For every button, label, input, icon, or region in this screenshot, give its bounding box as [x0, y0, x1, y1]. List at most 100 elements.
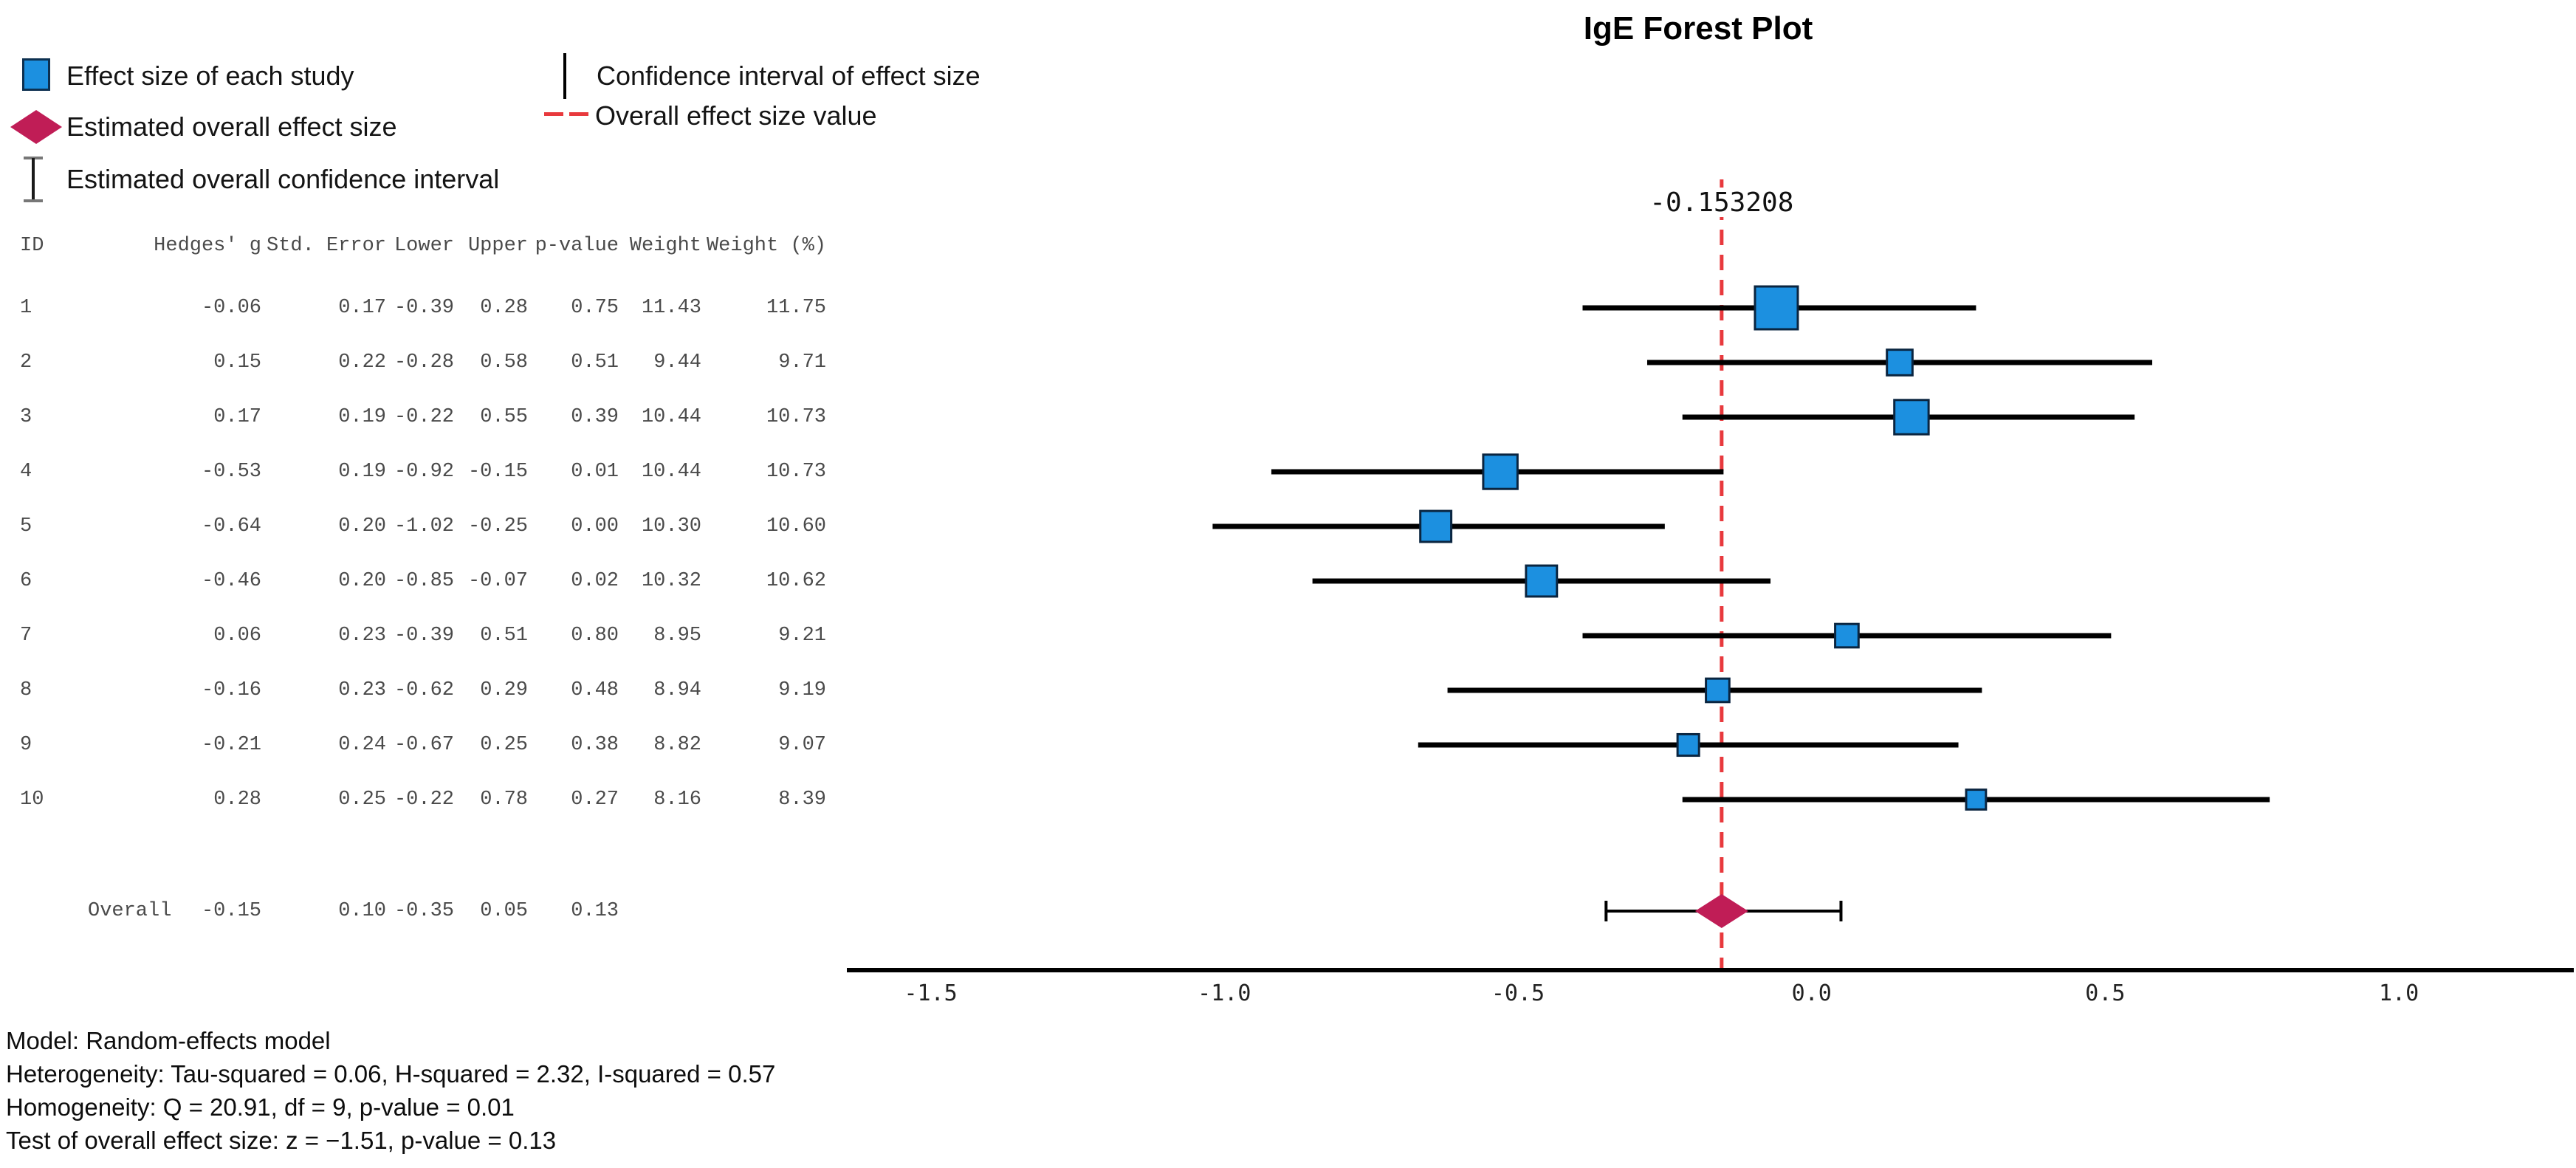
overall-diamond-icon — [10, 110, 62, 144]
table-cell: 0.48 — [571, 679, 619, 701]
overall-ci-icon — [22, 157, 44, 202]
table-cell: 0.06 — [213, 625, 261, 647]
table-cell: 8.39 — [778, 789, 826, 811]
table-cell: 8.16 — [653, 789, 701, 811]
study-marker — [1965, 789, 1988, 811]
table-cell: -0.07 — [467, 570, 528, 592]
table-cell: 0.75 — [571, 297, 619, 319]
table-cell: 3 — [20, 406, 32, 428]
table-cell: -0.06 — [201, 297, 261, 319]
table-cell: 4 — [20, 461, 32, 483]
table-header-cell: Upper — [467, 235, 528, 257]
table-cell: 0.24 — [338, 734, 386, 756]
table-cell: 10.32 — [641, 570, 701, 592]
table-cell: 10.30 — [641, 515, 701, 537]
table-cell: 0.01 — [571, 461, 619, 483]
table-cell: 0.00 — [571, 515, 619, 537]
x-axis-tick-label: -1.0 — [1198, 980, 1251, 1006]
table-cell: -0.22 — [394, 406, 454, 428]
table-cell: -0.64 — [201, 515, 261, 537]
table-header-cell: ID — [20, 235, 44, 257]
table-cell: -0.21 — [201, 734, 261, 756]
table-cell: 10 — [20, 789, 44, 811]
table-cell: 0.23 — [338, 679, 386, 701]
table-cell: 11.43 — [641, 297, 701, 319]
table-overall-cell: Overall — [88, 900, 172, 922]
table-cell: 0.27 — [571, 789, 619, 811]
table-cell: -1.02 — [394, 515, 454, 537]
ref-line-icon — [544, 112, 563, 116]
table-overall-cell: 0.10 — [338, 900, 386, 922]
study-marker — [1893, 399, 1930, 436]
footer-line: Test of overall effect size: z = −1.51, … — [6, 1127, 557, 1154]
table-cell: 0.25 — [338, 789, 386, 811]
table-cell: 8.94 — [653, 679, 701, 701]
table-cell: -0.28 — [394, 351, 454, 374]
table-cell: 0.80 — [571, 625, 619, 647]
table-cell: 0.29 — [480, 679, 528, 701]
table-cell: 8.95 — [653, 625, 701, 647]
table-cell: 6 — [20, 570, 32, 592]
table-cell: 0.15 — [213, 351, 261, 374]
ref-line-label: -0.153208 — [1649, 188, 1793, 218]
table-overall-cell: -0.35 — [394, 900, 454, 922]
legend-item-overall-label: Estimated overall effect size — [66, 111, 397, 142]
table-header-cell: p-value — [535, 235, 619, 257]
table-cell: -0.92 — [394, 461, 454, 483]
table-cell: 10.73 — [766, 461, 826, 483]
legend-item-ref-label: Overall effect size value — [595, 100, 877, 131]
table-cell: 7 — [20, 625, 32, 647]
table-cell: -0.22 — [394, 789, 454, 811]
table-cell: 0.51 — [571, 351, 619, 374]
table-cell: -0.67 — [394, 734, 454, 756]
table-cell: 0.23 — [338, 625, 386, 647]
table-cell: -0.53 — [201, 461, 261, 483]
table-header-cell: Std. Error — [266, 235, 386, 257]
ref-line-icon — [569, 112, 588, 116]
table-cell: 0.25 — [480, 734, 528, 756]
table-cell: 9 — [20, 734, 32, 756]
table-cell: 5 — [20, 515, 32, 537]
x-axis-tick-label: 0.5 — [2085, 980, 2125, 1006]
table-cell: 9.44 — [653, 351, 701, 374]
chart-title: IgE Forest Plot — [1583, 10, 1813, 47]
table-cell: 10.60 — [766, 515, 826, 537]
table-cell: 0.17 — [338, 297, 386, 319]
table-cell: 0.19 — [338, 461, 386, 483]
study-marker — [1886, 348, 1914, 377]
ref-label-backdrop — [1655, 188, 1788, 217]
table-cell: 0.38 — [571, 734, 619, 756]
table-overall-cell: 0.13 — [571, 900, 619, 922]
table-cell: 0.55 — [480, 406, 528, 428]
table-cell: 0.28 — [213, 789, 261, 811]
study-marker — [1482, 453, 1519, 490]
table-cell: -0.25 — [467, 515, 528, 537]
table-cell: -0.39 — [394, 625, 454, 647]
x-axis-tick-label: -1.5 — [904, 980, 957, 1006]
table-cell: 0.58 — [480, 351, 528, 374]
table-cell: 10.44 — [641, 406, 701, 428]
legend-item-ci-label: Confidence interval of effect size — [597, 61, 980, 91]
x-axis-tick-label: -0.5 — [1491, 980, 1545, 1006]
table-cell: 0.02 — [571, 570, 619, 592]
table-cell: 0.51 — [480, 625, 528, 647]
footer-line: Homogeneity: Q = 20.91, df = 9, p-value … — [6, 1093, 515, 1121]
ci-line-icon — [563, 53, 566, 99]
table-cell: -0.16 — [201, 679, 261, 701]
table-cell: -0.15 — [467, 461, 528, 483]
table-cell: 0.19 — [338, 406, 386, 428]
table-cell: 10.73 — [766, 406, 826, 428]
table-overall-cell: 0.05 — [480, 900, 528, 922]
table-cell: 0.17 — [213, 406, 261, 428]
table-cell: 9.07 — [778, 734, 826, 756]
table-cell: 0.22 — [338, 351, 386, 374]
study-marker — [1419, 509, 1453, 543]
table-header-cell: Weight (%) — [706, 235, 826, 257]
table-cell: 2 — [20, 351, 32, 374]
table-cell: -0.46 — [201, 570, 261, 592]
table-overall-cell: -0.15 — [201, 900, 261, 922]
table-cell: 0.78 — [480, 789, 528, 811]
legend-item-overall-ci-label: Estimated overall confidence interval — [66, 164, 500, 194]
table-cell: -0.39 — [394, 297, 454, 319]
